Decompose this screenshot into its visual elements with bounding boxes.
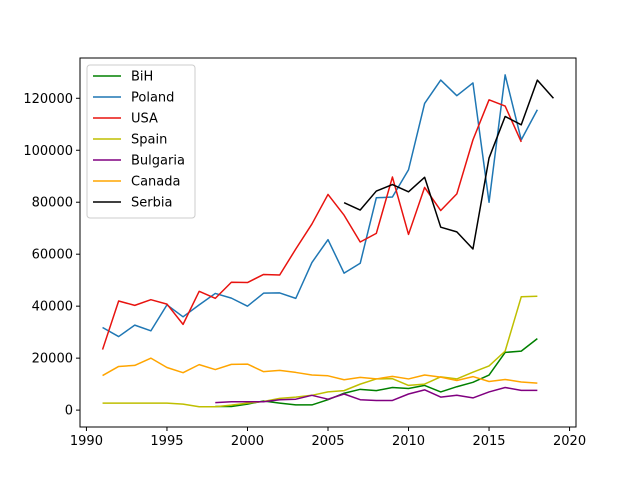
series-line-canada <box>102 357 538 384</box>
legend-label: Canada <box>131 175 180 190</box>
y-tick-label: 100000 <box>23 144 73 159</box>
series-line-spain <box>102 295 538 408</box>
legend-label: Serbia <box>131 196 172 211</box>
legend-box <box>86 64 196 219</box>
x-tick-label: 2020 <box>553 434 586 449</box>
x-tick-label: 2000 <box>231 434 264 449</box>
legend-label: BiH <box>131 70 153 85</box>
y-tick-label: 40000 <box>32 300 73 315</box>
legend: BiH Poland USA Spain Bulgaria Canada Serbia <box>86 64 196 219</box>
y-tick-label: 80000 <box>32 196 73 211</box>
y-tick-label: 0 <box>65 404 73 419</box>
y-axis: 0 20000 40000 60000 80000 100000 120000 <box>23 92 80 419</box>
legend-label: Bulgaria <box>131 154 185 169</box>
series-line-bih <box>215 338 538 408</box>
series-layer <box>101 74 555 408</box>
series-line-bulgaria <box>215 386 538 404</box>
series-line-usa <box>101 99 522 350</box>
x-tick-label: 1995 <box>150 434 183 449</box>
legend-label: Spain <box>131 133 167 148</box>
x-axis: 1990 1995 2000 2005 2010 2015 2020 <box>70 427 586 449</box>
series-line-serbia <box>343 79 555 250</box>
x-tick-label: 2005 <box>311 434 344 449</box>
x-tick-label: 2015 <box>472 434 505 449</box>
x-tick-label: 1990 <box>70 434 103 449</box>
legend-label: USA <box>131 112 158 127</box>
y-tick-label: 20000 <box>32 352 73 367</box>
y-tick-label: 60000 <box>32 248 73 263</box>
series-line-poland <box>102 74 539 338</box>
y-tick-label: 120000 <box>23 92 73 107</box>
x-tick-label: 2010 <box>392 434 425 449</box>
legend-label: Poland <box>131 91 174 106</box>
